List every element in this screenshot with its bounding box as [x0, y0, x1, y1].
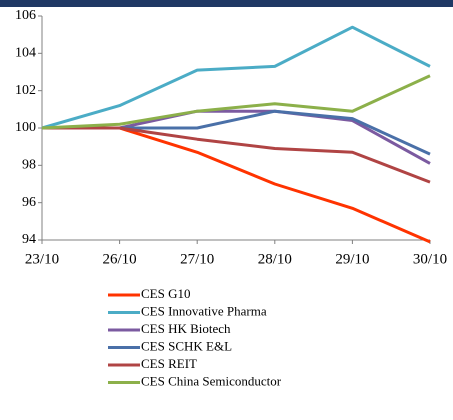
y-tick-label: 104 [15, 46, 36, 61]
y-tick-label: 98 [22, 158, 36, 173]
series-line [41, 74, 431, 130]
y-tick-label: 94 [22, 232, 36, 247]
y-tick-label: 102 [15, 83, 36, 98]
legend-label: CES G10 [141, 286, 190, 301]
header-bar [0, 0, 453, 7]
series-line [42, 126, 431, 184]
y-tick-label: 106 [15, 8, 36, 23]
x-tick-label: 29/10 [335, 251, 369, 267]
legend-label: CES SCHK E&L [141, 338, 232, 353]
x-tick-label: 30/10 [413, 251, 447, 267]
x-tick-label: 28/10 [258, 251, 292, 267]
x-tick-label: 26/10 [103, 251, 137, 267]
y-tick-label: 100 [15, 120, 36, 135]
legend-label: CES China Semiconductor [141, 373, 282, 388]
legend-label: CES HK Biotech [141, 321, 231, 336]
y-tick-label: 96 [22, 195, 36, 210]
legend-label: CES Innovative Pharma [141, 303, 267, 318]
x-tick-label: 23/10 [25, 251, 59, 267]
x-tick-label: 27/10 [180, 251, 214, 267]
series-line [41, 25, 431, 130]
legend-label: CES REIT [141, 356, 197, 371]
